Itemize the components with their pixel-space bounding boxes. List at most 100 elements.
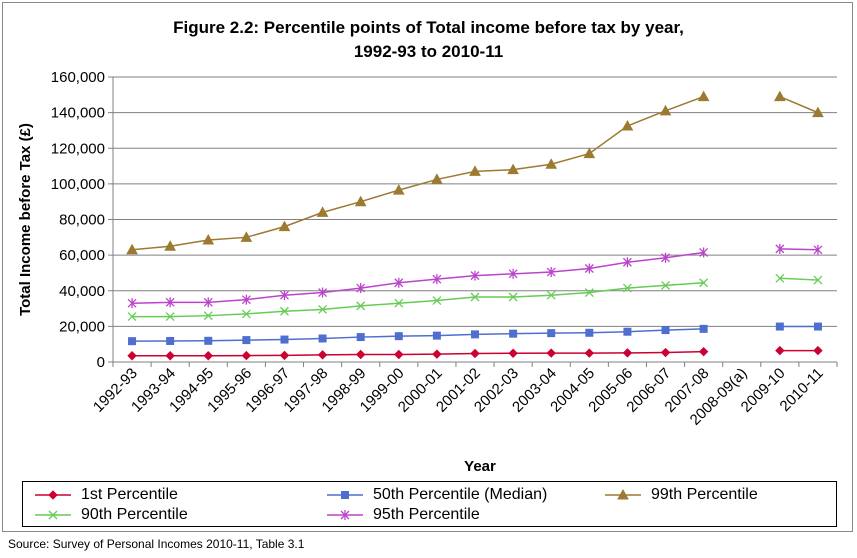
source-note: Source: Survey of Personal Incomes 2010-… <box>8 537 305 551</box>
data-point <box>698 346 709 357</box>
data-point <box>203 351 213 361</box>
series-line <box>132 350 704 357</box>
data-point <box>546 267 556 278</box>
legend-symbol-99th-percentile <box>605 488 641 500</box>
data-point <box>355 349 366 360</box>
marker-stroke <box>432 296 442 306</box>
data-point <box>509 329 518 338</box>
data-point <box>508 292 518 302</box>
data-point <box>508 348 518 358</box>
data-point <box>812 106 824 118</box>
data-point <box>545 158 558 169</box>
data-point <box>394 277 404 288</box>
marker-stroke <box>661 280 670 290</box>
data-point <box>775 273 785 283</box>
data-point <box>584 348 595 358</box>
data-point <box>697 90 710 102</box>
data-point <box>316 206 329 217</box>
data-point <box>279 350 290 361</box>
data-point <box>356 333 365 342</box>
series-line <box>132 328 704 342</box>
data-point <box>508 268 518 279</box>
marker-stroke <box>394 298 404 308</box>
legend-label: 99th Percentile <box>651 486 758 503</box>
series-95th-percentile <box>127 243 823 309</box>
legend: 1st Percentile 50th Percentile (Median) … <box>22 481 837 527</box>
data-point <box>280 306 289 316</box>
y-axis-title: Total Income before Tax (£) <box>17 123 34 316</box>
data-point <box>470 292 480 302</box>
marker-stroke <box>470 292 480 302</box>
data-point <box>241 309 251 319</box>
marker-stroke <box>775 273 785 283</box>
data-point <box>660 347 671 358</box>
legend-marker <box>341 491 349 499</box>
data-point <box>240 231 253 242</box>
series-line <box>131 95 704 251</box>
legend-label: 95th Percentile <box>373 506 480 523</box>
marker-stroke <box>699 278 709 288</box>
data-point <box>699 247 709 258</box>
legend-label: 50th Percentile (Median) <box>373 486 548 503</box>
data-point <box>127 351 137 361</box>
marker-stroke <box>127 312 137 322</box>
data-point <box>165 312 175 322</box>
data-point <box>280 335 289 344</box>
marker-stroke <box>508 292 518 302</box>
data-point <box>622 348 633 358</box>
legend-marker <box>48 490 58 500</box>
data-point <box>165 297 175 308</box>
marker-stroke <box>584 288 594 297</box>
marker-stroke <box>203 311 213 321</box>
data-point <box>432 331 441 340</box>
data-point <box>241 294 251 305</box>
series-50th-percentile-median <box>128 322 822 346</box>
data-point <box>432 349 442 359</box>
marker-stroke <box>318 304 328 314</box>
legend-label: 1st Percentile <box>81 486 178 503</box>
legend-symbol-median <box>327 491 363 499</box>
data-point <box>659 104 672 116</box>
data-point <box>546 290 556 300</box>
data-point <box>775 243 785 254</box>
legend-symbol-95th-percentile <box>327 510 363 520</box>
data-point <box>547 329 556 338</box>
legend-marker <box>48 510 58 520</box>
data-point <box>470 348 480 359</box>
data-point <box>203 311 213 321</box>
data-point <box>661 280 670 290</box>
data-point <box>622 283 632 293</box>
chart-title-line1: Figure 2.2: Percentile points of Total i… <box>173 18 684 37</box>
marker-stroke <box>280 306 289 316</box>
data-point <box>546 348 556 358</box>
data-point <box>166 336 175 345</box>
data-point <box>394 332 403 341</box>
data-point <box>661 326 670 335</box>
legend-label: 90th Percentile <box>81 506 188 523</box>
data-point <box>584 288 594 297</box>
data-point <box>469 165 481 176</box>
legend-symbol-1st-percentile <box>35 490 71 500</box>
data-point <box>584 263 594 274</box>
marker-stroke <box>546 290 556 300</box>
data-point <box>621 119 634 131</box>
data-point <box>699 278 709 288</box>
series-90th-percentile <box>127 273 823 322</box>
marker-stroke <box>165 312 175 322</box>
data-point <box>242 336 251 345</box>
data-point <box>127 298 137 309</box>
data-point <box>204 336 213 345</box>
data-point <box>431 173 443 184</box>
data-point <box>126 243 138 255</box>
marker-stroke <box>622 283 632 293</box>
data-point <box>356 283 366 294</box>
data-point <box>813 322 822 331</box>
data-point <box>775 345 785 356</box>
data-point <box>318 334 327 343</box>
data-point <box>585 328 594 337</box>
y-tick-label: 80,000 <box>59 212 105 229</box>
series-line <box>132 281 704 318</box>
series-line <box>779 277 818 281</box>
y-tick-label: 20,000 <box>59 318 105 335</box>
